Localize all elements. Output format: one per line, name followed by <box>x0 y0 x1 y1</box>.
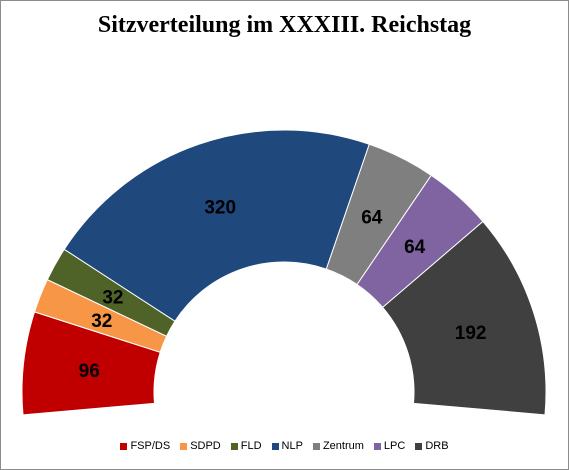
data-label-nlp: 320 <box>204 198 236 219</box>
legend-swatch <box>312 442 320 450</box>
data-label-fld: 32 <box>102 287 123 308</box>
legend-item: SDPD <box>180 440 221 452</box>
legend-item: LPC <box>373 440 406 452</box>
chart-title: Sitzverteilung im XXXIII. Reichstag <box>97 12 472 38</box>
legend-swatch <box>120 442 128 450</box>
legend-swatch <box>373 442 381 450</box>
slice-drb <box>382 220 547 416</box>
legend-item: FLD <box>230 440 262 452</box>
legend-label: NLP <box>281 440 303 452</box>
data-label-sdpd: 32 <box>91 311 112 332</box>
data-label-lpc: 64 <box>404 237 426 258</box>
legend-label: Zentrum <box>322 440 364 452</box>
legend-label: SDPD <box>190 440 221 452</box>
slice-nlp <box>63 129 370 322</box>
legend-label: FSP/DS <box>130 440 171 452</box>
legend-swatch <box>271 442 279 450</box>
legend-swatch <box>230 442 238 450</box>
legend-item: NLP <box>271 440 303 452</box>
data-label-zentrum: 64 <box>361 208 383 229</box>
legend-label: DRB <box>425 440 449 452</box>
legend: FSP/DS SDPD FLD NLP Zentrum LPC DRB <box>0 440 569 452</box>
legend-swatch <box>415 442 423 450</box>
legend-item: FSP/DS <box>120 440 170 452</box>
legend-item: Zentrum <box>312 440 364 452</box>
data-label-fsp-ds: 96 <box>79 361 100 382</box>
legend-swatch <box>180 442 188 450</box>
legend-label: FLD <box>240 440 262 452</box>
legend-label: LPC <box>383 440 406 452</box>
data-label-drb: 192 <box>455 323 487 344</box>
legend-item: DRB <box>415 440 449 452</box>
